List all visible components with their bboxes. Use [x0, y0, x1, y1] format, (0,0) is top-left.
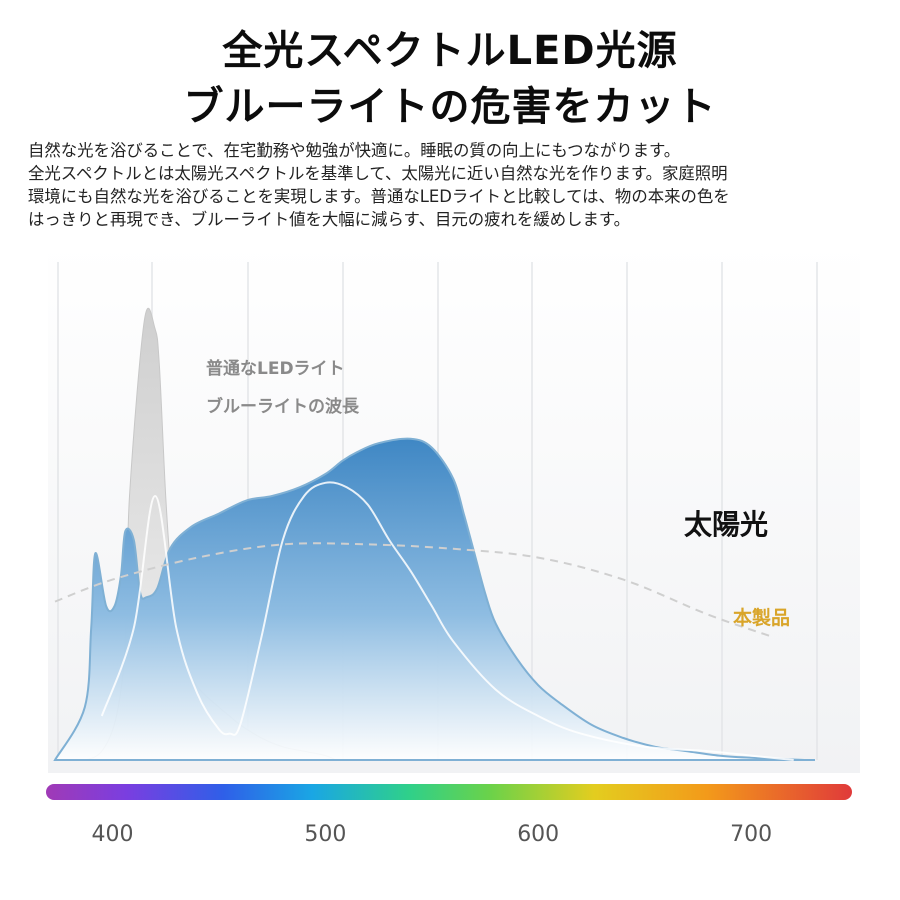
x-tick-label: 600 — [517, 822, 559, 847]
description-paragraph: 自然な光を浴びることで、在宅勤務や勉強が快適に。睡眠の質の向上にもつながります。… — [28, 139, 888, 231]
color-spectrum-bar — [46, 784, 852, 800]
sunlight-spectrum-line — [100, 481, 794, 761]
product-spectrum-area — [53, 437, 816, 762]
ordinary-led-label-line-2: ブルーライトの波長 — [206, 396, 360, 417]
sunlight-label: 太陽光 — [684, 508, 768, 541]
description-line: 全光スペクトルとは太陽光スペクトルを基準して、太陽光に近い自然な光を作ります。家… — [28, 164, 728, 183]
x-tick-label: 500 — [304, 822, 346, 847]
ordinary-led-label-line-1: 普通なLEDライト — [206, 358, 345, 379]
product-label: 本製品 — [733, 606, 790, 629]
description-line: はっきりと再現でき、ブルーライト値を大幅に減らす、目元の疲れを緩めします。 — [28, 210, 631, 229]
reference-dashed-curve — [54, 542, 773, 638]
description-line: 自然な光を浴びることで、在宅勤務や勉強が快適に。睡眠の質の向上にもつながります。 — [28, 141, 681, 160]
description-line: 環境にも自然な光を浴びることを実現します。普通なLEDライトと比較しては、物の本… — [28, 187, 730, 206]
page-title-line-1: 全光スペクトルLED光源 — [222, 28, 678, 74]
page-title-line-2: ブルーライトの危害をカット — [183, 84, 717, 130]
x-tick-label: 700 — [730, 822, 772, 847]
x-tick-label: 400 — [92, 822, 134, 847]
